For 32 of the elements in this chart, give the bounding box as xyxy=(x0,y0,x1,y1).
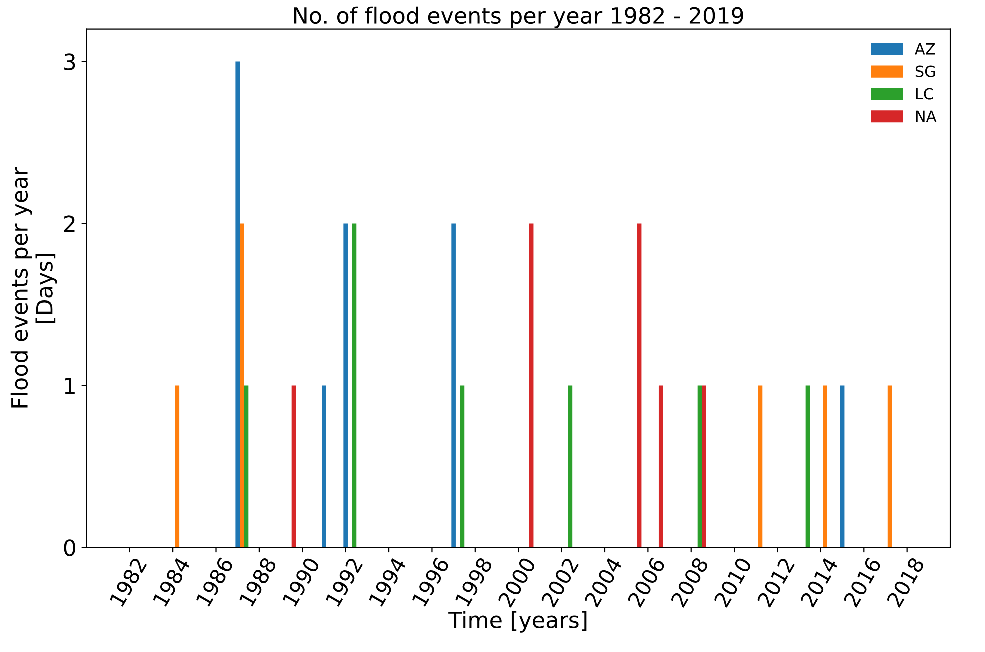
legend-label: AZ xyxy=(915,44,936,55)
bar xyxy=(240,224,244,548)
bar xyxy=(460,386,465,548)
legend-label: LC xyxy=(916,88,934,100)
bar xyxy=(637,224,642,548)
bar xyxy=(568,386,573,548)
bar xyxy=(888,386,892,548)
bar xyxy=(344,224,348,548)
bar xyxy=(452,224,456,548)
legend-label: NA xyxy=(916,110,937,122)
bar xyxy=(244,386,249,548)
bar xyxy=(352,224,357,548)
bar xyxy=(806,386,810,548)
bar xyxy=(658,386,664,548)
y-tick-label: 3 xyxy=(64,54,76,70)
bar xyxy=(529,224,534,548)
bar xyxy=(175,386,180,548)
y-tick-label: 1 xyxy=(65,378,75,394)
bar xyxy=(698,386,702,548)
bar xyxy=(292,386,296,548)
y-tick-label: 2 xyxy=(64,216,75,232)
bar xyxy=(823,386,828,548)
bar xyxy=(840,386,845,548)
y-tick-label: 0 xyxy=(64,540,76,556)
legend-label: SG xyxy=(916,66,936,78)
x-axis-title: Time [years] xyxy=(448,611,587,633)
bar xyxy=(702,386,706,548)
bar xyxy=(236,62,240,548)
bar xyxy=(758,386,763,548)
bar xyxy=(322,386,326,548)
chart-title: No. of flood events per year 1982 - 2019 xyxy=(294,6,744,28)
y-axis-title: Flood events per year [Days] xyxy=(10,167,58,408)
